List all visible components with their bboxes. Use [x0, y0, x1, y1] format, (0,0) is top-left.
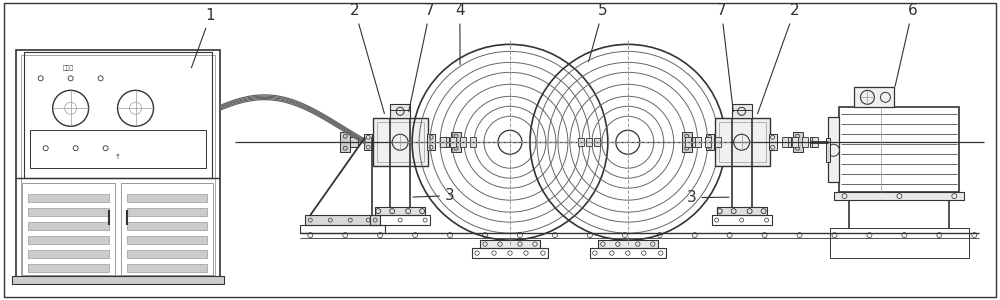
Bar: [375, 207, 425, 215]
Text: 4: 4: [455, 3, 465, 64]
Bar: [715, 137, 721, 147]
Bar: [793, 132, 803, 152]
Bar: [705, 137, 711, 147]
Bar: [854, 87, 894, 107]
Bar: [441, 137, 449, 147]
Bar: [802, 137, 808, 147]
Bar: [21, 56, 215, 275]
Bar: [370, 215, 430, 225]
Bar: [719, 122, 766, 162]
Bar: [812, 137, 818, 147]
Bar: [28, 236, 109, 244]
Bar: [590, 248, 666, 258]
Bar: [24, 52, 212, 178]
Bar: [712, 215, 772, 225]
Bar: [692, 137, 700, 147]
Bar: [834, 192, 964, 200]
Bar: [682, 132, 692, 152]
Bar: [810, 137, 816, 147]
Bar: [127, 208, 207, 216]
Bar: [28, 264, 109, 272]
Bar: [16, 50, 220, 280]
Bar: [28, 194, 109, 202]
Bar: [340, 132, 350, 152]
Bar: [695, 137, 701, 147]
Bar: [594, 138, 600, 146]
Bar: [300, 225, 385, 233]
Bar: [121, 183, 213, 275]
Bar: [451, 132, 461, 152]
Text: 2: 2: [350, 3, 384, 114]
Bar: [830, 228, 969, 258]
Bar: [839, 107, 959, 192]
Bar: [717, 207, 767, 215]
Text: 7: 7: [717, 3, 733, 112]
Bar: [826, 138, 830, 162]
Bar: [783, 137, 791, 147]
Bar: [350, 137, 358, 147]
Text: 电机柜: 电机柜: [63, 66, 74, 71]
Bar: [470, 137, 476, 147]
Bar: [305, 215, 380, 225]
Text: 3: 3: [413, 188, 455, 203]
Bar: [127, 194, 207, 202]
Bar: [792, 137, 798, 147]
Bar: [460, 137, 466, 147]
Bar: [28, 250, 109, 258]
Bar: [127, 222, 207, 230]
Text: 1: 1: [191, 8, 215, 68]
Bar: [472, 248, 548, 258]
Bar: [28, 222, 109, 230]
Bar: [715, 118, 770, 166]
Bar: [22, 183, 115, 275]
Bar: [782, 137, 788, 147]
Text: 6: 6: [895, 3, 917, 87]
Bar: [127, 264, 207, 272]
Bar: [127, 236, 207, 244]
Bar: [427, 134, 435, 150]
Bar: [390, 104, 410, 118]
Bar: [706, 134, 714, 150]
Bar: [598, 240, 658, 248]
Text: 2: 2: [758, 3, 799, 114]
Bar: [685, 137, 691, 147]
Bar: [377, 122, 424, 162]
Bar: [12, 276, 224, 284]
Bar: [586, 138, 592, 146]
Bar: [480, 240, 540, 248]
Bar: [828, 117, 839, 182]
Text: 3: 3: [687, 190, 729, 205]
Bar: [28, 208, 109, 216]
Bar: [364, 134, 372, 150]
Bar: [732, 104, 752, 118]
Bar: [127, 250, 207, 258]
Text: ↑: ↑: [115, 154, 121, 160]
Bar: [769, 134, 777, 150]
Bar: [373, 118, 428, 166]
Text: 5: 5: [589, 3, 607, 62]
Text: 7: 7: [409, 3, 435, 112]
Bar: [450, 137, 456, 147]
Bar: [440, 137, 446, 147]
Bar: [30, 130, 206, 168]
Bar: [578, 138, 584, 146]
